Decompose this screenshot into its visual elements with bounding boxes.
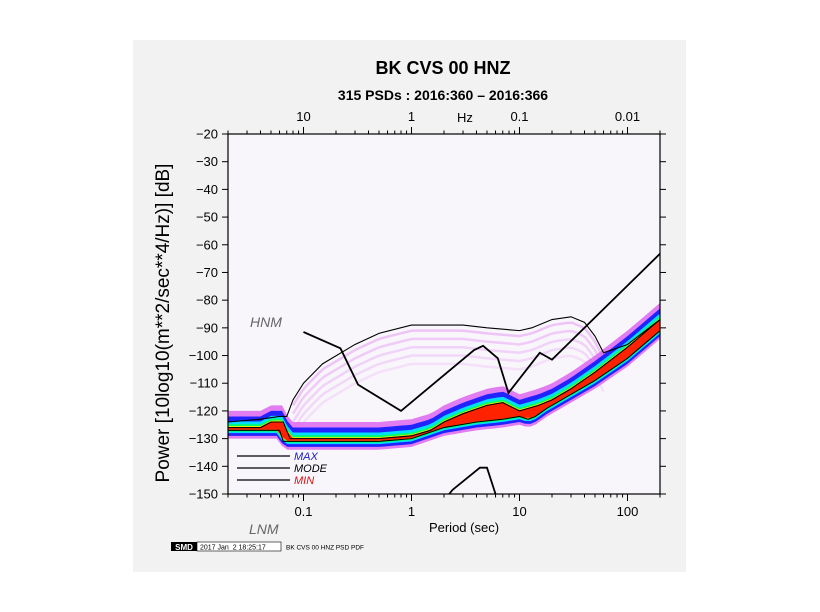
y-tick-label: −60 — [196, 237, 218, 252]
y-tick-label: −20 — [196, 127, 218, 142]
top-axis-label: Hz — [457, 110, 473, 125]
timestamp-box — [196, 541, 282, 552]
smd-logo: SMD — [175, 543, 193, 552]
series-max-line — [228, 316, 660, 423]
y-tick-label: −90 — [196, 320, 218, 335]
y-tick-label: −150 — [189, 487, 218, 502]
y-tick-label: −80 — [196, 293, 218, 308]
x-tick-label: 10 — [512, 504, 526, 519]
psd-figure: −20 −30 −40 −50 −60 −70 −80 −90 −100 −110 −120 −130… — [153, 58, 666, 552]
footer-timestamp: 2017 Jan 2 18:25:17 — [200, 545, 266, 552]
density-trace-faint — [291, 338, 605, 423]
series-mode-line — [228, 319, 660, 440]
top-tick-label: 10 — [296, 109, 310, 124]
top-tick-label: 1 — [408, 109, 415, 124]
y-tick-label: −110 — [190, 376, 218, 391]
y-tick-label: −120 — [189, 403, 218, 418]
figure-panel: −20 −30 −40 −50 −60 −70 −80 −90 −100 −110 −120 −130… — [133, 40, 686, 572]
footer-caption: BK CVS 00 HNZ PSD PDF — [286, 545, 364, 552]
footer-stamp: SMD 2017 Jan 2 18:25:17 BK CVS 00 HNZ PS… — [171, 541, 364, 552]
series-layer — [228, 252, 660, 494]
x-axis-label: Period (sec) — [429, 520, 499, 535]
top-tick-label: 0.1 — [510, 109, 528, 124]
legend-label: MIN — [294, 475, 314, 487]
x-tick-label: 100 — [617, 504, 639, 519]
hnm-annotation: HNM — [250, 314, 282, 330]
y-tick-label: −40 — [196, 182, 218, 197]
x-tick-label: 1 — [408, 504, 415, 519]
density-trace-faint — [291, 329, 605, 415]
x-tick-label: 0.1 — [294, 504, 312, 519]
series-min-line — [228, 330, 660, 442]
y-tick-label: −140 — [189, 459, 218, 474]
chart-title: BK CVS 00 HNZ — [375, 58, 510, 78]
y-tick-label: −100 — [189, 348, 218, 363]
density-band-faint — [228, 302, 660, 450]
series-hnm-line — [303, 252, 660, 413]
density-trace-faint — [291, 346, 605, 431]
chart-subtitle: 315 PSDs : 2016:360 – 2016:366 — [338, 87, 548, 103]
y-tick-label: −50 — [196, 210, 218, 225]
y-tick-label: −130 — [189, 431, 218, 446]
text-layer: BK CVS 00 HNZ 315 PSDs : 2016:360 – 2016… — [153, 58, 548, 537]
series-lnm-line — [448, 466, 497, 494]
density-band-high — [228, 318, 660, 441]
legend-label: MODE — [294, 463, 328, 475]
y-axis-label: Power [10log10(m**2/sec**4/Hz)] [dB] — [153, 164, 174, 483]
plot-layer: −20 −30 −40 −50 −60 −70 −80 −90 −100 −110 −120 −130… — [189, 109, 666, 519]
y-tick-label: −70 — [196, 265, 218, 280]
lnm-annotation: LNM — [249, 521, 279, 537]
y-tick-label: −30 — [196, 154, 218, 169]
legend-label: MAX — [294, 451, 319, 463]
top-tick-label: 0.01 — [615, 109, 640, 124]
smd-logo-box — [171, 542, 197, 551]
